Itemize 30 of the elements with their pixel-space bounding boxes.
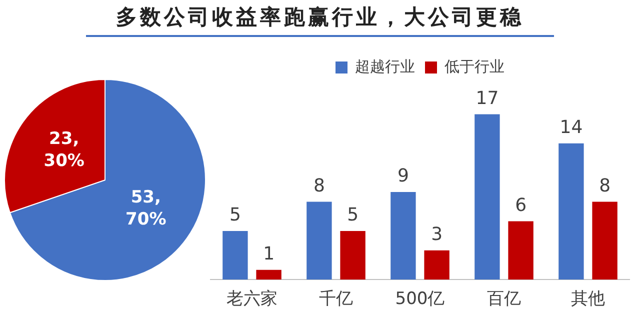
data-label: 23, 30% xyxy=(44,129,84,172)
data-label: 6 xyxy=(515,194,527,216)
data-label: 3 xyxy=(431,224,443,246)
bar xyxy=(592,202,618,280)
x-tick-label: 千亿 xyxy=(319,289,353,310)
data-label: 5 xyxy=(229,204,241,226)
data-label: 8 xyxy=(313,175,325,196)
text: 多数公司收益率跑赢行业，大公司更稳 xyxy=(86,3,554,37)
legend-label: 低于行业 xyxy=(444,57,504,76)
x-tick-label: 百亿 xyxy=(487,289,521,310)
data-label: 8 xyxy=(599,175,611,196)
data-label: 5 xyxy=(347,204,359,226)
bar xyxy=(256,270,282,280)
x-tick-label: 500亿 xyxy=(395,289,445,310)
data-label: 53, 70% xyxy=(126,188,166,230)
bar xyxy=(390,192,416,280)
legend-label: 超越行业 xyxy=(355,57,415,76)
bar xyxy=(222,230,248,280)
data-label: 1 xyxy=(263,244,275,265)
x-tick-label: 老六家 xyxy=(226,289,278,310)
bar xyxy=(340,230,366,280)
bar xyxy=(474,114,500,280)
data-label: 9 xyxy=(397,166,409,187)
bar xyxy=(508,221,534,280)
bar xyxy=(306,202,332,280)
bar xyxy=(424,250,450,280)
data-label: 14 xyxy=(560,117,583,138)
x-tick-label: 其他 xyxy=(571,289,605,310)
bar xyxy=(558,143,584,280)
data-label: 17 xyxy=(476,88,499,109)
